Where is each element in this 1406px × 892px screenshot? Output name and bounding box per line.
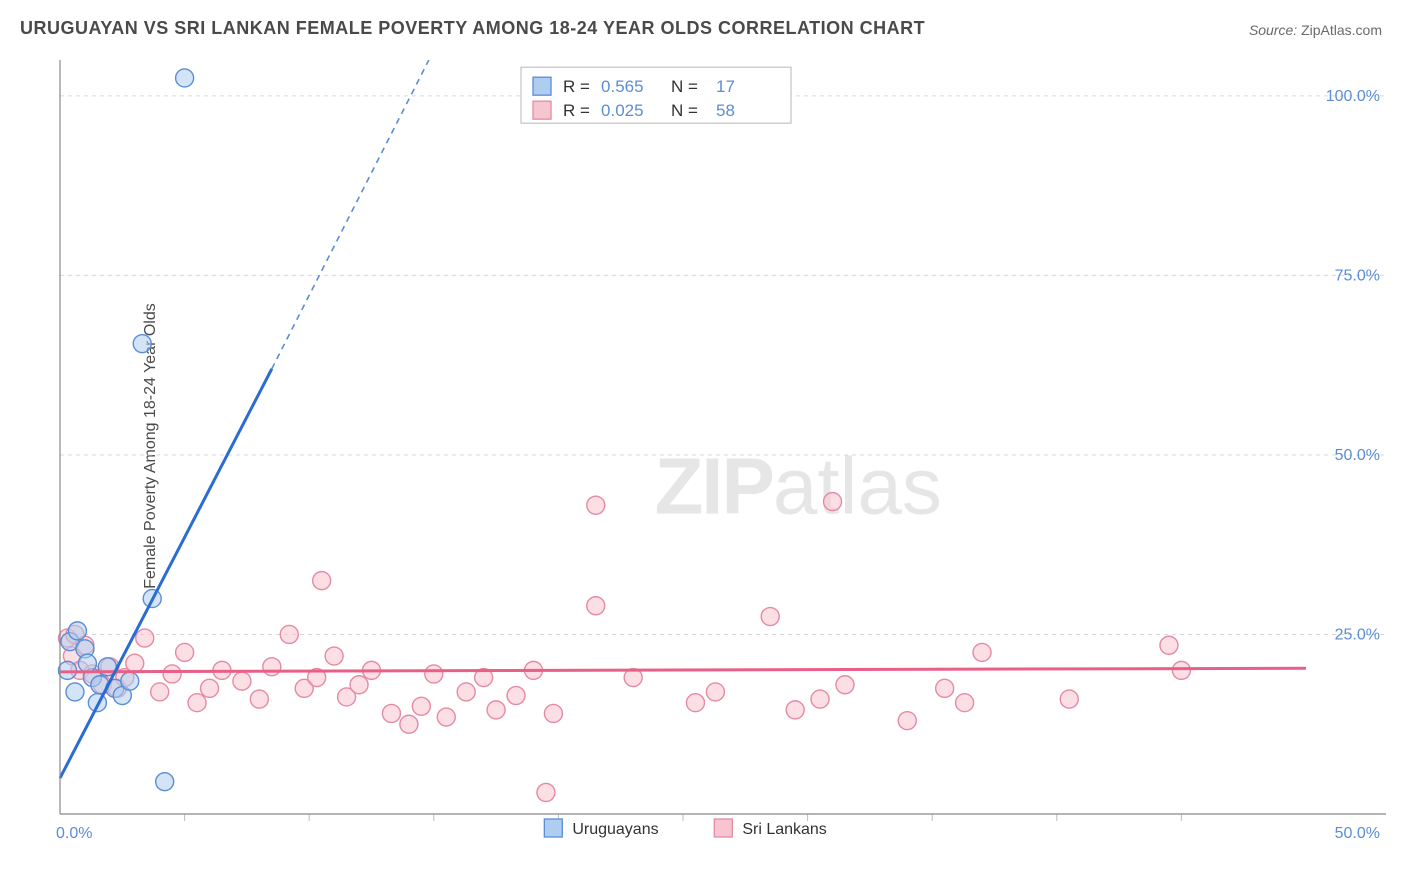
svg-text:58: 58 xyxy=(716,101,735,120)
source-value: ZipAtlas.com xyxy=(1301,22,1382,38)
svg-text:50.0%: 50.0% xyxy=(1335,825,1380,842)
chart-title: URUGUAYAN VS SRI LANKAN FEMALE POVERTY A… xyxy=(20,18,925,39)
svg-text:100.0%: 100.0% xyxy=(1326,88,1380,105)
svg-text:0.025: 0.025 xyxy=(601,101,644,120)
svg-text:17: 17 xyxy=(716,77,735,96)
svg-text:0.0%: 0.0% xyxy=(56,825,92,842)
svg-text:ZIPatlas: ZIPatlas xyxy=(654,442,941,531)
svg-text:R =: R = xyxy=(563,77,590,96)
svg-text:75.0%: 75.0% xyxy=(1335,267,1380,284)
svg-text:25.0%: 25.0% xyxy=(1335,626,1380,643)
svg-text:N =: N = xyxy=(671,101,698,120)
svg-text:0.565: 0.565 xyxy=(601,77,644,96)
plot-area: 25.0% 50.0% 75.0% 100.0% ZIPatlas 0.0% 50.0% R … xyxy=(50,60,1386,842)
scatter-chart: 25.0% 50.0% 75.0% 100.0% ZIPatlas 0.0% 50.0% R … xyxy=(50,60,1386,842)
svg-text:R =: R = xyxy=(563,101,590,120)
source-label: Source: xyxy=(1249,22,1297,38)
svg-text:Uruguayans: Uruguayans xyxy=(572,821,658,838)
svg-text:Sri Lankans: Sri Lankans xyxy=(742,821,827,838)
svg-text:50.0%: 50.0% xyxy=(1335,447,1380,464)
source-attribution: Source: ZipAtlas.com xyxy=(1249,22,1382,38)
svg-text:N =: N = xyxy=(671,77,698,96)
